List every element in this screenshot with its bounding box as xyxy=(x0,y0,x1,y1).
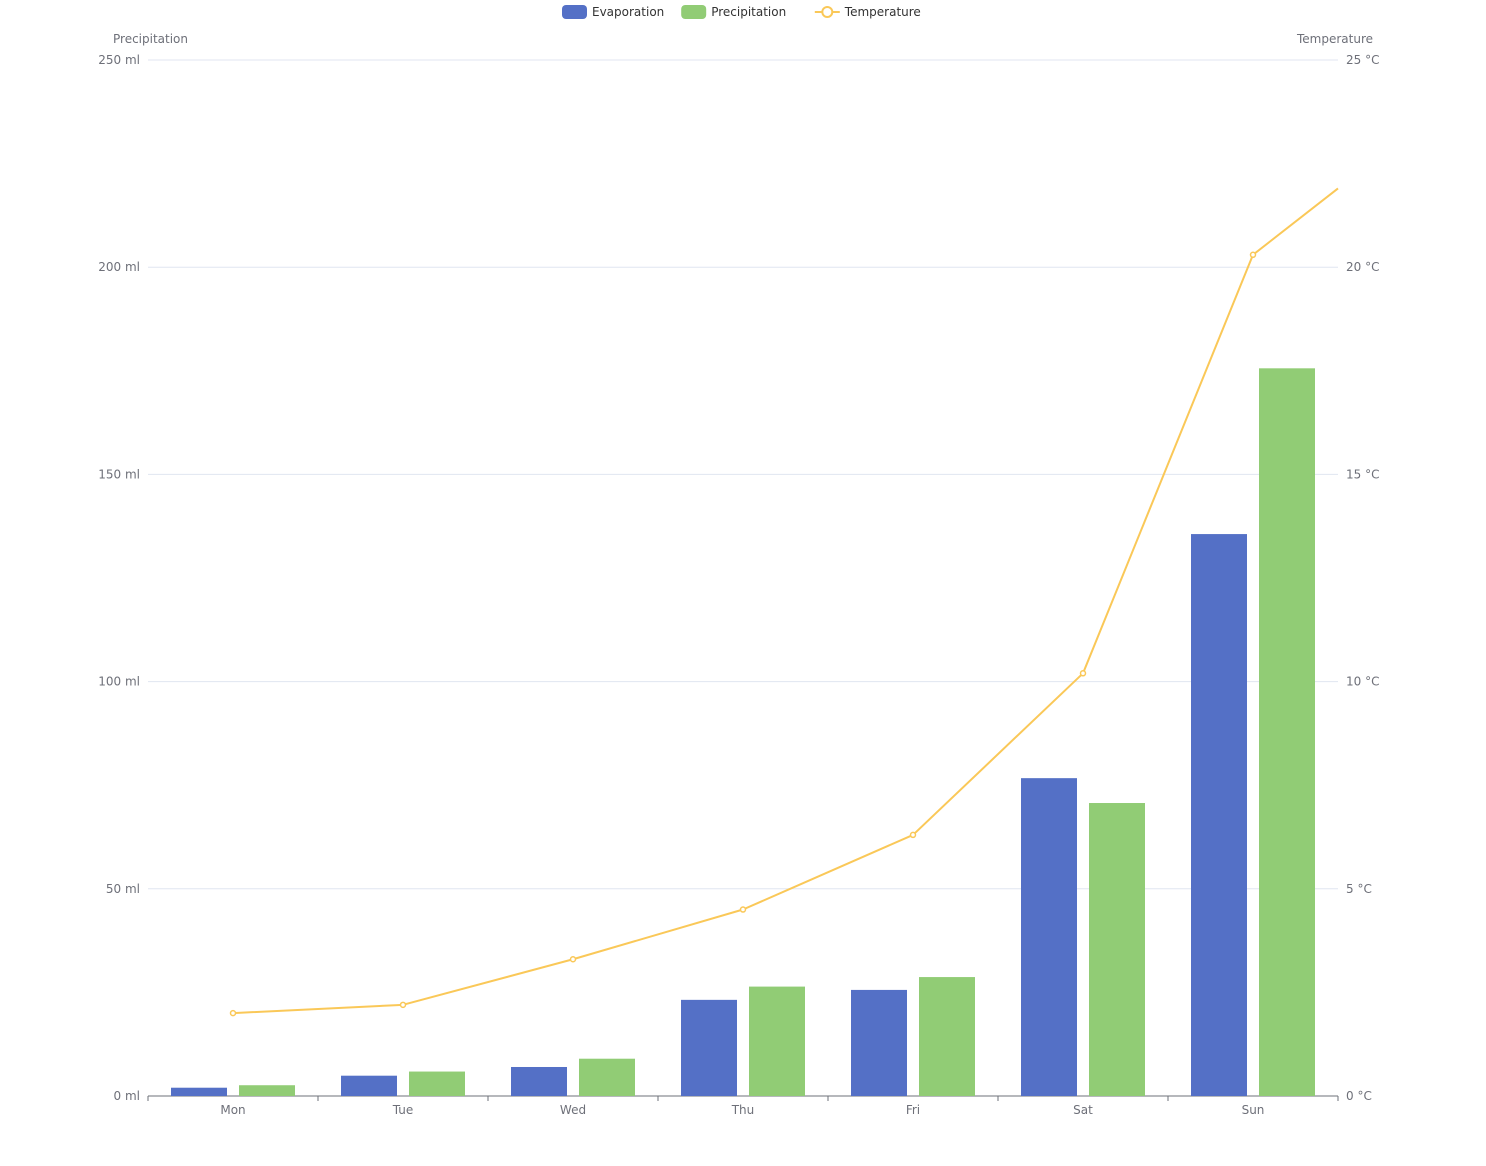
point-temperature-sun[interactable] xyxy=(1249,251,1257,259)
bar-precipitation-fri[interactable] xyxy=(919,977,975,1096)
bar-evaporation-wed[interactable] xyxy=(511,1066,567,1096)
bar-evaporation-fri[interactable] xyxy=(851,989,907,1096)
y-right-tick-label: 0 °C xyxy=(1346,1089,1372,1103)
point-temperature-fri[interactable] xyxy=(909,831,917,839)
x-tick-label-wed: Wed xyxy=(560,1103,586,1117)
point-temperature-sat[interactable] xyxy=(1079,670,1087,677)
x-tick-label-sun: Sun xyxy=(1242,1103,1265,1117)
point-temperature-tue[interactable] xyxy=(399,1001,407,1009)
bar-precipitation-sat[interactable] xyxy=(1089,803,1145,1096)
y-left-tick-label: 0 ml xyxy=(114,1089,140,1103)
legend-label-precipitation: Precipitation xyxy=(711,5,786,19)
x-tick-label-thu: Thu xyxy=(731,1103,755,1117)
point-temperature-thu[interactable] xyxy=(739,906,747,913)
legend-label-evaporation: Evaporation xyxy=(592,5,664,19)
point-temperature-mon[interactable] xyxy=(229,1009,237,1017)
legend-swatch-evaporation[interactable] xyxy=(562,5,587,19)
y-right-tick-label: 15 °C xyxy=(1346,467,1379,481)
y-right-tick-label: 5 °C xyxy=(1346,882,1372,896)
y-right-tick-label: 20 °C xyxy=(1346,260,1379,274)
bar-evaporation-thu[interactable] xyxy=(681,999,737,1096)
bar-precipitation-mon[interactable] xyxy=(239,1085,295,1096)
legend-swatch-precipitation[interactable] xyxy=(681,5,707,19)
bar-precipitation-sun[interactable] xyxy=(1259,368,1315,1096)
y-left-axis-title: Precipitation xyxy=(113,32,188,46)
bar-evaporation-sun[interactable] xyxy=(1191,534,1247,1096)
x-tick-label-fri: Fri xyxy=(906,1103,920,1117)
legend-marker-temperature[interactable] xyxy=(821,6,834,18)
y-left-tick-label: 200 ml xyxy=(98,260,140,274)
x-tick-label-sat: Sat xyxy=(1073,1103,1093,1117)
y-left-tick-label: 250 ml xyxy=(98,53,140,67)
legend-label-temperature: Temperature xyxy=(844,5,921,19)
y-left-tick-label: 100 ml xyxy=(98,675,140,689)
bar-evaporation-mon[interactable] xyxy=(171,1087,227,1096)
bar-precipitation-tue[interactable] xyxy=(409,1071,465,1096)
bar-precipitation-thu[interactable] xyxy=(749,986,805,1096)
bar-evaporation-tue[interactable] xyxy=(341,1075,397,1096)
y-right-tick-label: 25 °C xyxy=(1346,53,1379,67)
bar-precipitation-wed[interactable] xyxy=(579,1058,635,1096)
x-tick-label-tue: Tue xyxy=(392,1103,414,1117)
y-right-tick-label: 10 °C xyxy=(1346,675,1379,689)
point-temperature-wed[interactable] xyxy=(569,955,577,963)
y-left-tick-label: 50 ml xyxy=(106,882,140,896)
y-right-axis-title: Temperature xyxy=(1296,32,1373,46)
x-tick-label-mon: Mon xyxy=(220,1103,245,1117)
y-left-tick-label: 150 ml xyxy=(98,467,140,481)
line-temperature xyxy=(232,187,1339,1015)
bar-evaporation-sat[interactable] xyxy=(1021,778,1077,1096)
